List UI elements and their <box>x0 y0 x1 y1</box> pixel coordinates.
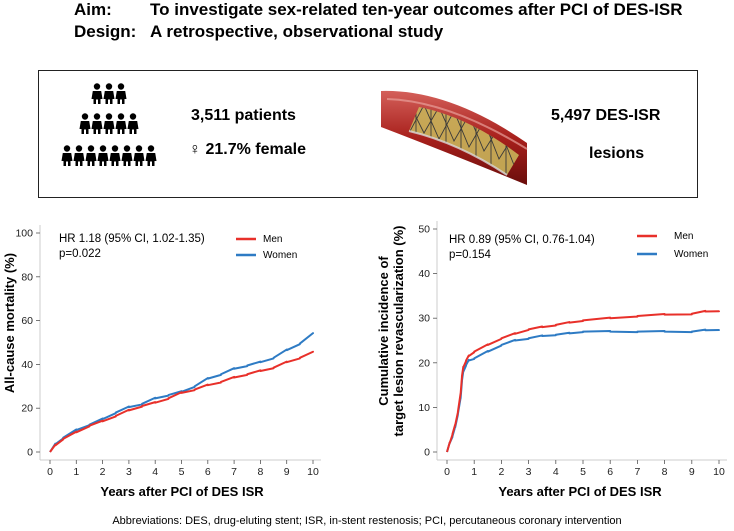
x-tick-label: 8 <box>662 466 668 478</box>
stent-icon <box>381 90 528 185</box>
y-tick-label: 50 <box>418 224 430 236</box>
x-tick-label: 7 <box>231 466 237 478</box>
people-group-icon <box>61 83 157 166</box>
hazard-ratio-annotation: HR 0.89 (95% CI, 0.76-1.04) <box>449 234 595 246</box>
x-tick-label: 5 <box>179 466 185 478</box>
series-line-women <box>446 328 720 453</box>
series-line-men <box>49 350 314 453</box>
y-tick-label: 60 <box>21 315 33 327</box>
y-tick-label: 10 <box>418 402 430 414</box>
y-axis-title-line1: Cumulative incidence of <box>376 256 391 406</box>
y-axis-title-line2: target lesion revascularization (%) <box>391 226 406 437</box>
design-label: Design: <box>74 22 137 41</box>
lesions-count: 5,497 DES-ISR <box>551 107 661 124</box>
legend-label-men: Men <box>674 231 693 242</box>
p-value-annotation: p=0.022 <box>59 248 101 260</box>
x-tick-label: 10 <box>307 466 319 478</box>
x-tick-label: 0 <box>444 466 450 478</box>
x-tick-label: 8 <box>257 466 263 478</box>
aim-row: Aim: To investigate sex-related ten-year … <box>74 0 683 20</box>
y-axis-title: All-cause mortality (%) <box>2 253 17 393</box>
legend-label-women: Women <box>263 250 297 261</box>
x-tick-label: 6 <box>205 466 211 478</box>
tlr-chart: Cumulative incidence of target lesion re… <box>376 221 727 499</box>
y-tick-label: 0 <box>424 447 430 459</box>
x-tick-label: 3 <box>126 466 132 478</box>
x-tick-label: 1 <box>73 466 79 478</box>
y-tick-label: 40 <box>418 268 430 280</box>
x-axis-title: Years after PCI of DES ISR <box>498 484 662 499</box>
legend-label-men: Men <box>263 234 282 245</box>
aim-label: Aim: <box>74 0 112 19</box>
x-tick-label: 10 <box>713 466 725 478</box>
legend: Men Women <box>637 231 708 260</box>
x-tick-label: 3 <box>526 466 532 478</box>
female-percent: 21.7% female <box>205 141 306 158</box>
summary-panel: 3,511 patients ♀ 21.7% female 5,497 DES-… <box>38 70 698 198</box>
x-tick-label: 2 <box>498 466 504 478</box>
design-text: A retrospective, observational study <box>150 22 444 41</box>
abbreviations-footnote: Abbreviations: DES, drug-eluting stent; … <box>112 515 622 527</box>
series-line-men <box>446 309 720 453</box>
y-tick-label: 20 <box>418 357 430 369</box>
patients-count: 3,511 patients <box>191 107 296 124</box>
x-tick-label: 1 <box>471 466 477 478</box>
x-tick-label: 9 <box>689 466 695 478</box>
female-share: ♀ 21.7% female <box>189 141 306 159</box>
y-axis-label: All-cause mortality (%) <box>2 253 17 393</box>
female-symbol-icon: ♀ <box>189 141 201 158</box>
x-tick-label: 2 <box>100 466 106 478</box>
y-axis-label: Cumulative incidence of target lesion re… <box>376 226 406 437</box>
y-tick-label: 0 <box>27 447 33 459</box>
x-tick-label: 4 <box>553 466 559 478</box>
x-tick-label: 5 <box>580 466 586 478</box>
x-tick-label: 4 <box>152 466 158 478</box>
y-tick-label: 30 <box>418 313 430 325</box>
legend: Men Women <box>236 234 297 261</box>
hazard-ratio-annotation: HR 1.18 (95% CI, 1.02-1.35) <box>59 233 205 245</box>
mortality-chart: All-cause mortality (%) 0 20 40 60 80 100 0 1 2 3… <box>2 225 321 499</box>
y-tick-label: 40 <box>21 359 33 371</box>
x-tick-label: 6 <box>607 466 613 478</box>
legend-label-women: Women <box>674 249 708 260</box>
lesions-label: lesions <box>589 145 645 162</box>
y-tick-label: 80 <box>21 271 33 283</box>
x-tick-label: 7 <box>634 466 640 478</box>
y-tick-label: 100 <box>15 228 33 240</box>
design-row: Design: A retrospective, observational st… <box>74 22 443 42</box>
x-axis-title: Years after PCI of DES ISR <box>100 484 264 499</box>
p-value-annotation: p=0.154 <box>449 249 491 261</box>
x-tick-label: 0 <box>47 466 53 478</box>
y-tick-label: 20 <box>21 403 33 415</box>
x-tick-label: 9 <box>284 466 290 478</box>
aim-text: To investigate sex-related ten-year outc… <box>150 0 683 19</box>
